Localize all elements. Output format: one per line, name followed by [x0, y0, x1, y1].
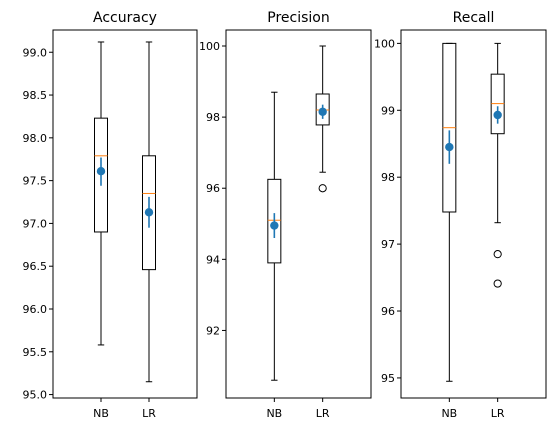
- recall-panel: Recall 95 96 97 98 99 100 NB LR: [374, 10, 547, 420]
- precision-ytick-label: 100: [199, 40, 220, 53]
- recall-title: Recall: [453, 10, 495, 26]
- recall-axes-frame: [400, 29, 547, 399]
- accuracy-lr-mean-point: [144, 208, 154, 217]
- accuracy-xtick-label: LR: [142, 407, 156, 420]
- recall-xtick-label: LR: [491, 407, 505, 420]
- precision-lr-box: [315, 93, 330, 126]
- recall-nb-mean-point: [445, 142, 454, 152]
- accuracy-ytick-label: 96.0: [23, 303, 48, 316]
- recall-xtick-label: NB: [441, 407, 457, 420]
- precision-title: Precision: [267, 10, 329, 26]
- precision-xtick-label: NB: [266, 407, 282, 420]
- accuracy-title: Accuracy: [93, 10, 157, 26]
- precision-ytick-label: 92: [206, 324, 220, 337]
- precision-panel: Precision 92 94 96 98 100 NB LR: [199, 10, 372, 420]
- accuracy-ytick-label: 99.0: [23, 46, 48, 59]
- precision-axes-frame: [225, 29, 372, 399]
- recall-lr-outlier: [493, 250, 502, 259]
- recall-ytick-label: 99: [381, 104, 395, 117]
- precision-ytick-label: 98: [206, 111, 220, 124]
- accuracy-axes-frame: [52, 29, 198, 399]
- recall-ytick-label: 98: [381, 171, 395, 184]
- recall-ytick-label: 96: [381, 305, 395, 318]
- recall-lr-mean-point: [493, 110, 502, 120]
- accuracy-nb-mean-point: [96, 167, 106, 176]
- accuracy-xtick-label: NB: [93, 407, 109, 420]
- accuracy-ytick-label: 97.0: [23, 217, 48, 230]
- precision-lr-mean-point: [318, 107, 327, 116]
- precision-nb-mean-point: [270, 221, 279, 230]
- recall-ytick-label: 97: [381, 238, 395, 251]
- accuracy-lr-box: [142, 155, 156, 271]
- accuracy-ytick-label: 95.0: [23, 389, 48, 402]
- accuracy-ytick-label: 97.5: [23, 175, 48, 188]
- precision-nb-box: [267, 178, 282, 264]
- accuracy-ytick-label: 98.5: [23, 89, 48, 102]
- recall-ytick-label: 95: [381, 372, 395, 385]
- accuracy-ytick-label: 96.5: [23, 260, 48, 273]
- precision-ytick-label: 94: [206, 253, 220, 266]
- accuracy-ytick-label: 95.5: [23, 346, 48, 359]
- precision-xtick-label: LR: [316, 407, 330, 420]
- accuracy-nb-box: [94, 117, 108, 233]
- precision-lr-outlier: [318, 184, 327, 193]
- accuracy-panel: Accuracy 95.0 95.5 96.0 96.5 97.0 97.5 98.0 98.…: [23, 10, 198, 420]
- recall-lr-outlier: [493, 279, 502, 288]
- accuracy-ytick-label: 98.0: [23, 132, 48, 145]
- recall-ytick-label: 100: [374, 37, 395, 50]
- precision-ytick-label: 96: [206, 182, 220, 195]
